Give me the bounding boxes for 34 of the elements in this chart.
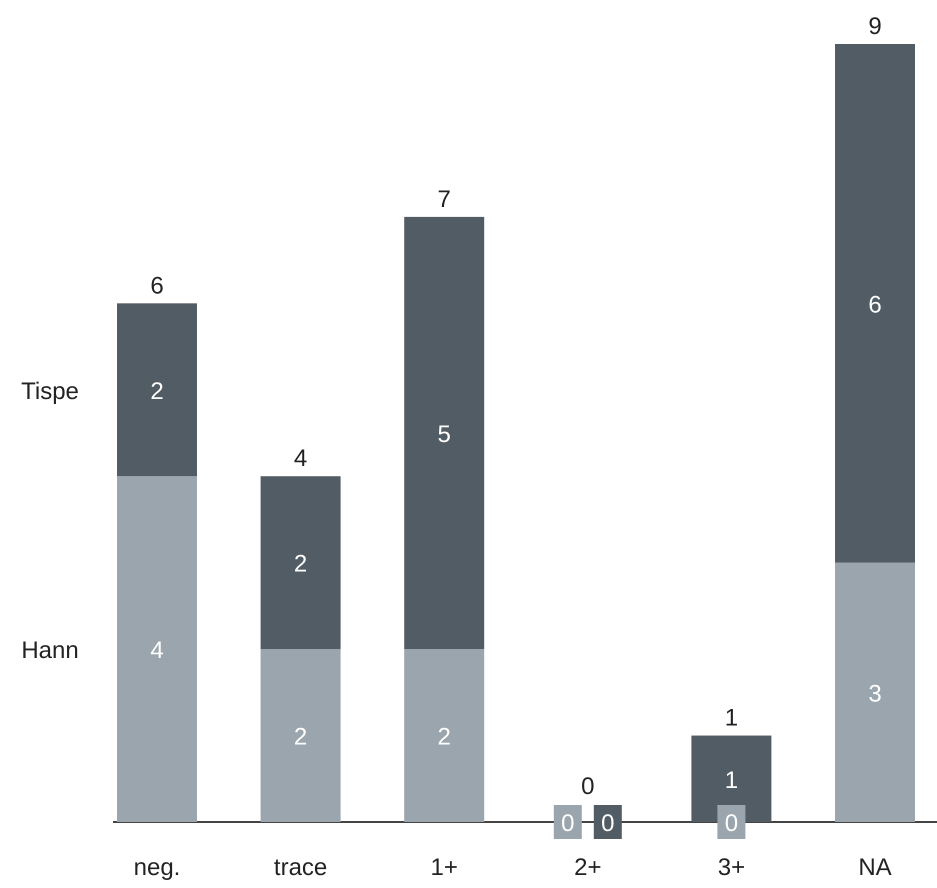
total-label: 4 — [294, 445, 308, 472]
bar — [404, 216, 484, 650]
bar — [117, 476, 197, 822]
x-tick-label: NA — [858, 854, 892, 882]
data-label: 0 — [561, 810, 574, 837]
x-tick-label: 2+ — [574, 854, 602, 882]
data-label: 2 — [294, 724, 308, 751]
total-label: 9 — [868, 13, 882, 40]
bar — [117, 303, 197, 476]
data-label: 1 — [724, 766, 738, 794]
data-label: 6 — [868, 291, 882, 318]
data-label: 4 — [150, 637, 164, 664]
bar — [260, 649, 341, 822]
x-tick-label: neg. — [134, 854, 180, 882]
total-label: 6 — [150, 272, 164, 300]
data-label: 2 — [294, 550, 308, 578]
series-label: Hann — [21, 637, 79, 664]
bar — [404, 649, 484, 822]
data-label: 2 — [438, 724, 451, 751]
total-label: 1 — [724, 704, 738, 732]
total-label: 0 — [601, 810, 614, 837]
data-label: 5 — [438, 421, 451, 448]
bar — [260, 476, 341, 650]
bar — [835, 44, 915, 563]
bar — [835, 562, 915, 822]
data-label: 2 — [150, 378, 164, 405]
x-tick-label: 1+ — [430, 854, 458, 882]
x-tick-label: trace — [274, 854, 328, 882]
total-label: 7 — [438, 186, 451, 213]
data-label: 3 — [868, 680, 882, 708]
data-label: 0 — [581, 773, 594, 800]
series-label: Tispe — [21, 378, 79, 405]
data-label: 0 — [724, 810, 738, 837]
x-tick-label: 3+ — [718, 854, 746, 882]
